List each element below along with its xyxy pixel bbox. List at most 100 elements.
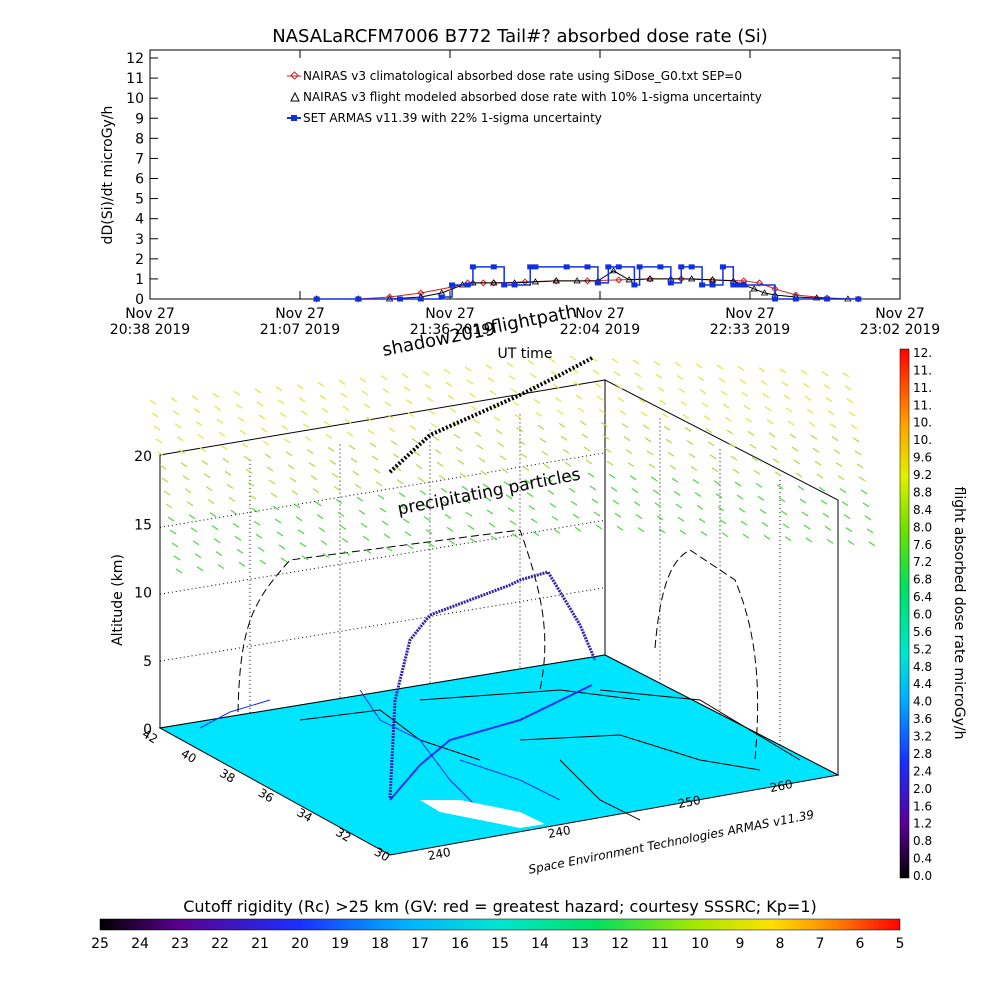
precip-mark bbox=[151, 412, 159, 418]
dose-rate-colorbar: 0.0 0.4 0.8 1.2 1.6 2.0 2.4 2.8 3.2 3.6 4.0 4.4 4.8 5… bbox=[899, 346, 967, 883]
precip-mark bbox=[480, 470, 488, 476]
precip-mark bbox=[842, 372, 850, 378]
precip-mark bbox=[527, 359, 535, 365]
data-point bbox=[527, 264, 534, 270]
precip-mark bbox=[195, 421, 203, 427]
precip-mark bbox=[686, 440, 694, 445]
wall-gridline bbox=[159, 519, 606, 595]
rigidity-colorbar-tick-label: 11 bbox=[651, 936, 669, 952]
precip-mark bbox=[392, 453, 400, 459]
y-tick-label: 5 bbox=[135, 192, 144, 208]
precip-mark bbox=[694, 492, 702, 497]
precip-mark bbox=[341, 537, 349, 543]
precip-mark bbox=[297, 529, 305, 535]
precip-mark bbox=[184, 488, 192, 494]
data-point bbox=[594, 280, 601, 286]
precip-mark bbox=[568, 487, 576, 493]
precip-mark bbox=[560, 435, 568, 441]
precip-mark bbox=[763, 534, 771, 540]
precip-mark bbox=[753, 469, 761, 475]
precip-mark bbox=[247, 481, 255, 487]
data-point bbox=[812, 294, 821, 301]
precip-mark bbox=[451, 420, 459, 426]
precip-mark bbox=[175, 568, 183, 574]
precip-mark bbox=[333, 485, 341, 491]
altitude-tick-label: 0 bbox=[143, 722, 152, 738]
precip-mark bbox=[169, 529, 177, 535]
precip-mark bbox=[323, 420, 331, 426]
precip-mark bbox=[170, 397, 178, 403]
precip-mark bbox=[281, 425, 289, 431]
precip-mark bbox=[381, 520, 389, 526]
longitude-tick-label: 240 bbox=[547, 823, 572, 841]
precip-mark bbox=[507, 507, 515, 513]
data-point bbox=[792, 296, 799, 302]
precip-mark bbox=[218, 431, 226, 437]
precip-mark bbox=[354, 483, 362, 489]
precip-mark bbox=[868, 541, 876, 547]
precip-mark bbox=[266, 466, 274, 472]
precip-mark bbox=[637, 527, 645, 533]
precip-mark bbox=[335, 498, 343, 504]
dose-colorbar-tick-label: 10. bbox=[913, 416, 932, 430]
map-border-line bbox=[459, 759, 561, 801]
longitude-axis-ticks: 240 240 250 260 bbox=[427, 777, 794, 863]
precip-mark bbox=[621, 423, 629, 429]
precip-mark bbox=[199, 447, 207, 453]
precip-mark bbox=[698, 518, 706, 523]
rigidity-colorbar-tick-label: 18 bbox=[371, 936, 389, 952]
precip-mark bbox=[608, 473, 616, 479]
precip-mark bbox=[321, 407, 329, 413]
precip-mark bbox=[808, 421, 816, 427]
precip-mark bbox=[459, 472, 467, 478]
x-tick-label-date: Nov 27 bbox=[275, 306, 325, 322]
precip-mark bbox=[572, 513, 580, 519]
data-point bbox=[501, 282, 508, 288]
precip-mark bbox=[203, 473, 211, 479]
precip-mark bbox=[760, 380, 768, 386]
precip-mark bbox=[717, 506, 725, 512]
precip-mark bbox=[279, 412, 287, 418]
y-tick-label: 3 bbox=[135, 232, 144, 248]
precip-mark bbox=[575, 394, 583, 400]
precip-mark bbox=[157, 451, 165, 457]
dose-colorbar-tick-label: 2.8 bbox=[913, 747, 932, 761]
dose-colorbar-tick-label: 4.4 bbox=[913, 677, 932, 691]
precip-mark bbox=[217, 564, 225, 570]
precip-mark bbox=[747, 430, 755, 436]
precip-mark bbox=[296, 384, 304, 390]
precip-mark bbox=[573, 381, 581, 387]
precip-mark bbox=[837, 475, 845, 481]
precip-mark bbox=[745, 417, 753, 423]
data-point bbox=[464, 282, 471, 288]
precip-mark bbox=[276, 531, 284, 537]
precip-mark bbox=[625, 449, 633, 455]
precip-mark bbox=[697, 376, 705, 382]
precip-mark bbox=[224, 470, 232, 476]
precip-mark bbox=[845, 527, 853, 533]
precip-mark bbox=[455, 446, 463, 452]
dose-colorbar-tick-label: 0.8 bbox=[913, 834, 932, 848]
precip-mark bbox=[406, 544, 414, 550]
precip-mark bbox=[472, 418, 480, 424]
x-tick-label-date: Nov 27 bbox=[725, 306, 775, 322]
precip-mark bbox=[673, 490, 681, 496]
precip-mark bbox=[800, 369, 808, 375]
legend-label: NAIRAS v3 flight modeled absorbed dose r… bbox=[303, 90, 762, 104]
precip-mark bbox=[484, 496, 492, 502]
precip-mark bbox=[506, 362, 514, 368]
precip-mark bbox=[650, 476, 658, 482]
precip-mark bbox=[216, 418, 224, 424]
altitude-axis-ticks: 0 5 10 15 20 bbox=[134, 449, 152, 738]
x-tick-label-time: 21:07 2019 bbox=[260, 322, 340, 338]
data-point bbox=[521, 278, 529, 286]
precip-mark bbox=[312, 488, 320, 494]
precip-mark bbox=[445, 381, 453, 387]
precip-mark bbox=[820, 499, 828, 505]
precip-mark bbox=[569, 355, 577, 361]
precip-mark bbox=[676, 375, 684, 380]
latitude-tick-label: 40 bbox=[179, 746, 199, 766]
precip-mark bbox=[194, 553, 202, 559]
precip-mark bbox=[278, 544, 286, 550]
precip-mark bbox=[696, 505, 704, 510]
